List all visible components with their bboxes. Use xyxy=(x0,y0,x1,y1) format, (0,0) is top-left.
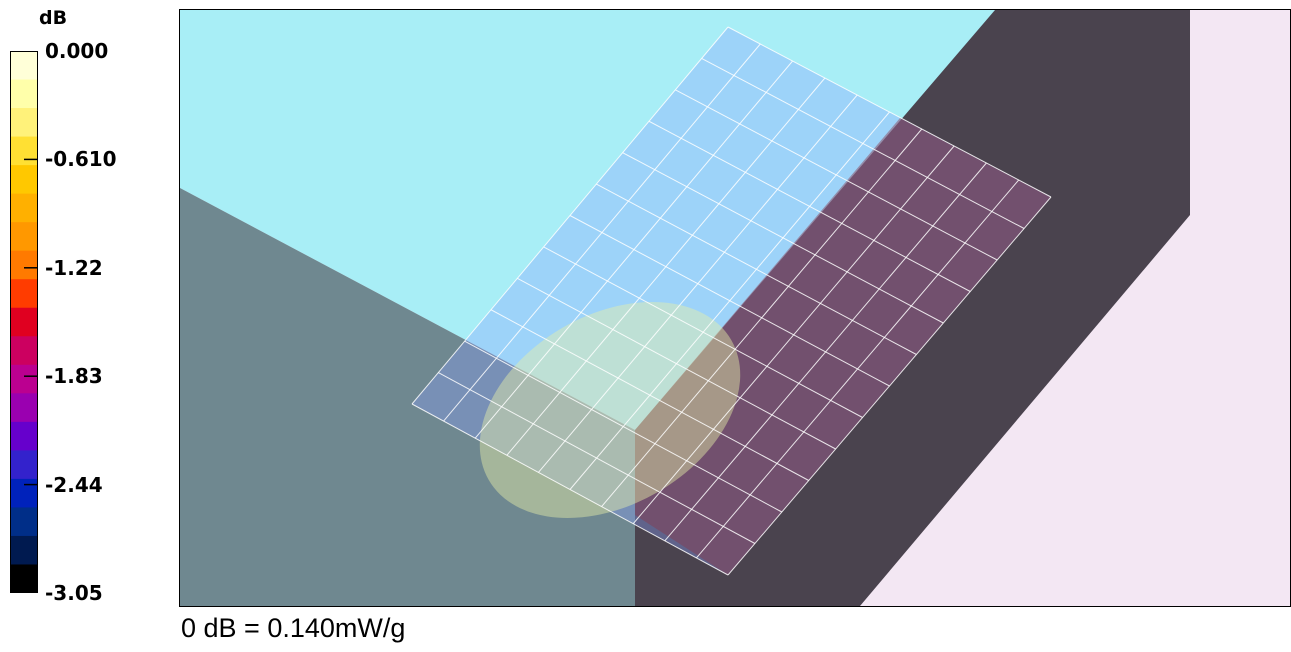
reference-caption: 0 dB = 0.140mW/g xyxy=(181,613,406,643)
color-scale-tick-label: 0.000 xyxy=(45,39,109,63)
grid-line xyxy=(727,196,1052,576)
color-scale-step xyxy=(10,564,38,593)
grid-line xyxy=(569,111,890,490)
color-scale-step xyxy=(10,364,38,394)
color-scale-tick-label: -0.610 xyxy=(45,147,117,172)
color-scale-step xyxy=(10,279,38,309)
grid-line xyxy=(474,60,793,439)
color-scale-tick-label: -2.44 xyxy=(45,472,103,497)
color-scale-step xyxy=(10,336,38,366)
color-scale-step xyxy=(10,250,38,280)
color-scale-step xyxy=(10,307,38,337)
sar-plot-area xyxy=(179,9,1291,607)
grid-line xyxy=(443,43,761,422)
grid-line xyxy=(411,26,729,405)
phantom-top-surface xyxy=(180,10,995,430)
grid-line xyxy=(506,77,826,456)
grid-line xyxy=(538,94,858,473)
color-scale-step xyxy=(10,222,38,252)
color-scale-step xyxy=(10,79,38,109)
color-scale-tick-label: -3.05 xyxy=(45,581,103,605)
color-scale-step xyxy=(10,136,38,166)
color-scale-step xyxy=(10,108,38,138)
phantom-side-surface xyxy=(180,188,635,606)
sar-scene xyxy=(180,10,1290,606)
color-scale-step xyxy=(10,450,38,480)
color-scale-step xyxy=(10,478,38,509)
legend-unit-label: dB xyxy=(39,7,68,29)
color-scale-step xyxy=(10,393,38,423)
color-scale-tick-label: -1.22 xyxy=(45,255,103,280)
grid-line xyxy=(632,145,955,525)
color-scale-step xyxy=(10,51,38,81)
grid-line xyxy=(664,162,987,542)
color-scale-bar xyxy=(10,51,38,593)
scan-area-low-region xyxy=(635,118,1051,575)
scan-area xyxy=(412,27,1051,575)
measurement-grid xyxy=(411,26,1052,576)
color-scale-step xyxy=(10,535,38,566)
color-scale-tick-label: -1.83 xyxy=(45,364,103,389)
color-scale-step xyxy=(10,193,38,223)
grid-line xyxy=(696,179,1020,559)
color-scale-step xyxy=(10,421,38,451)
grid-line xyxy=(601,128,923,507)
color-scale-step xyxy=(10,165,38,195)
color-scale-step xyxy=(10,507,38,537)
